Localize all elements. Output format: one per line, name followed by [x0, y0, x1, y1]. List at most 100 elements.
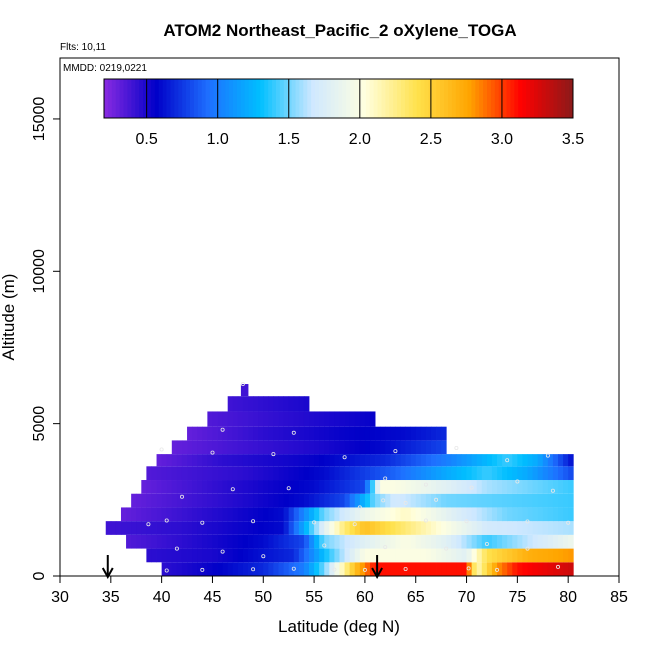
- heatmap-cell: [212, 440, 218, 455]
- heatmap-cell: [120, 507, 127, 522]
- heatmap-cell: [151, 534, 157, 549]
- heatmap-cell: [217, 562, 224, 576]
- sample-point: [381, 498, 386, 503]
- heatmap-cell: [552, 493, 559, 508]
- colorbar-segment: [229, 79, 234, 118]
- heatmap-cell: [359, 426, 366, 441]
- heatmap-band: [187, 426, 447, 441]
- heatmap-cell: [451, 507, 457, 522]
- heatmap-cell: [349, 480, 356, 494]
- heatmap-cell: [298, 548, 305, 563]
- heatmap-cell: [242, 454, 249, 467]
- heatmap-cell: [309, 507, 315, 522]
- colorbar-segment: [166, 79, 171, 118]
- heatmap-cell: [212, 493, 218, 508]
- heatmap-cell: [176, 521, 183, 535]
- heatmap-cell: [486, 548, 493, 563]
- heatmap-cell: [476, 480, 483, 494]
- heatmap-cell: [222, 521, 229, 535]
- heatmap-cell: [329, 454, 335, 467]
- colorbar-segment: [178, 79, 183, 118]
- heatmap-cell: [415, 548, 422, 563]
- x-axis: 30 35 40 45 50 55 60 65 70 75 80 85: [51, 575, 628, 606]
- heatmap-cell: [410, 521, 417, 535]
- heatmap-cell: [237, 534, 244, 549]
- heatmap-cell: [232, 562, 239, 576]
- heatmap-cell: [298, 426, 305, 441]
- heatmap-cell: [558, 454, 564, 467]
- flights-label: Flts: 10,11: [60, 42, 106, 53]
- heatmap-cell: [258, 534, 264, 549]
- heatmap-cell: [212, 521, 218, 535]
- sample-point: [230, 487, 235, 492]
- heatmap-cell: [359, 411, 366, 427]
- heatmap-cell: [344, 548, 351, 563]
- heatmap-cell: [171, 493, 178, 508]
- heatmap-cell: [380, 548, 386, 563]
- heatmap-cell: [456, 562, 462, 576]
- heatmap-cell: [283, 440, 290, 455]
- sample-point: [393, 449, 398, 454]
- chart-title: ATOM2 Northeast_Pacific_2 oXylene_TOGA: [163, 21, 516, 40]
- heatmap-cell: [222, 480, 229, 494]
- colorbar-segment: [565, 79, 570, 118]
- heatmap-cell: [369, 426, 376, 441]
- heatmap-cell: [303, 562, 310, 576]
- heatmap-cell: [151, 480, 157, 494]
- heatmap-cell: [466, 480, 473, 494]
- heatmap-cell: [558, 534, 564, 549]
- heatmap-cell: [176, 480, 183, 494]
- colorbar-tick-label: 0.5: [136, 131, 158, 148]
- colorbar-segment: [377, 79, 382, 118]
- sample-point: [220, 427, 225, 432]
- heatmap-cell: [552, 562, 559, 576]
- heatmap-cell: [232, 396, 239, 412]
- heatmap-band: [126, 534, 574, 549]
- heatmap-cell: [298, 440, 305, 455]
- heatmap-cell: [430, 454, 437, 467]
- heatmap-cell: [324, 454, 330, 467]
- heatmap-cell: [425, 440, 432, 455]
- heatmap-cell: [176, 507, 183, 522]
- heatmap-cell: [273, 521, 279, 535]
- heatmap-cell: [319, 411, 325, 427]
- heatmap-cell: [410, 534, 417, 549]
- heatmap-cell: [476, 548, 483, 563]
- colorbar-segment: [553, 79, 558, 118]
- sample-point: [515, 479, 520, 484]
- heatmap-cell: [248, 440, 254, 455]
- heatmap-cell: [405, 534, 412, 549]
- heatmap-cell: [212, 411, 218, 427]
- colorbar-tick-label: 1.5: [278, 131, 300, 148]
- heatmap-cell: [161, 493, 168, 508]
- heatmap-cell: [207, 493, 213, 508]
- heatmap-cell: [507, 521, 513, 535]
- heatmap-cell: [319, 507, 325, 522]
- heatmap-cell: [161, 548, 168, 563]
- heatmap-cell: [293, 440, 300, 455]
- heatmap-cell: [400, 548, 406, 563]
- heatmap-cell: [207, 562, 213, 576]
- heatmap-cell: [334, 411, 340, 427]
- heatmap-cell: [430, 426, 437, 441]
- colorbar-segment: [451, 79, 457, 118]
- sample-point: [357, 505, 362, 510]
- heatmap-cell: [400, 493, 406, 508]
- heatmap-cell: [314, 493, 320, 508]
- heatmap-cell: [547, 534, 554, 549]
- colorbar-segment: [189, 79, 195, 118]
- colorbar-segment: [338, 79, 343, 118]
- heatmap-cell: [278, 480, 284, 494]
- heatmap-cell: [344, 454, 351, 467]
- heatmap-cell: [242, 493, 249, 508]
- heatmap-cell: [532, 493, 539, 508]
- heatmap-cell: [461, 562, 467, 576]
- heatmap-cell: [253, 521, 259, 535]
- heatmap-cell: [395, 466, 401, 481]
- heatmap-cell: [385, 440, 391, 455]
- heatmap-cell: [258, 493, 264, 508]
- heatmap-cell: [314, 521, 320, 535]
- heatmap-cell: [232, 480, 239, 494]
- heatmap-cell: [349, 426, 356, 441]
- heatmap-cell: [207, 521, 213, 535]
